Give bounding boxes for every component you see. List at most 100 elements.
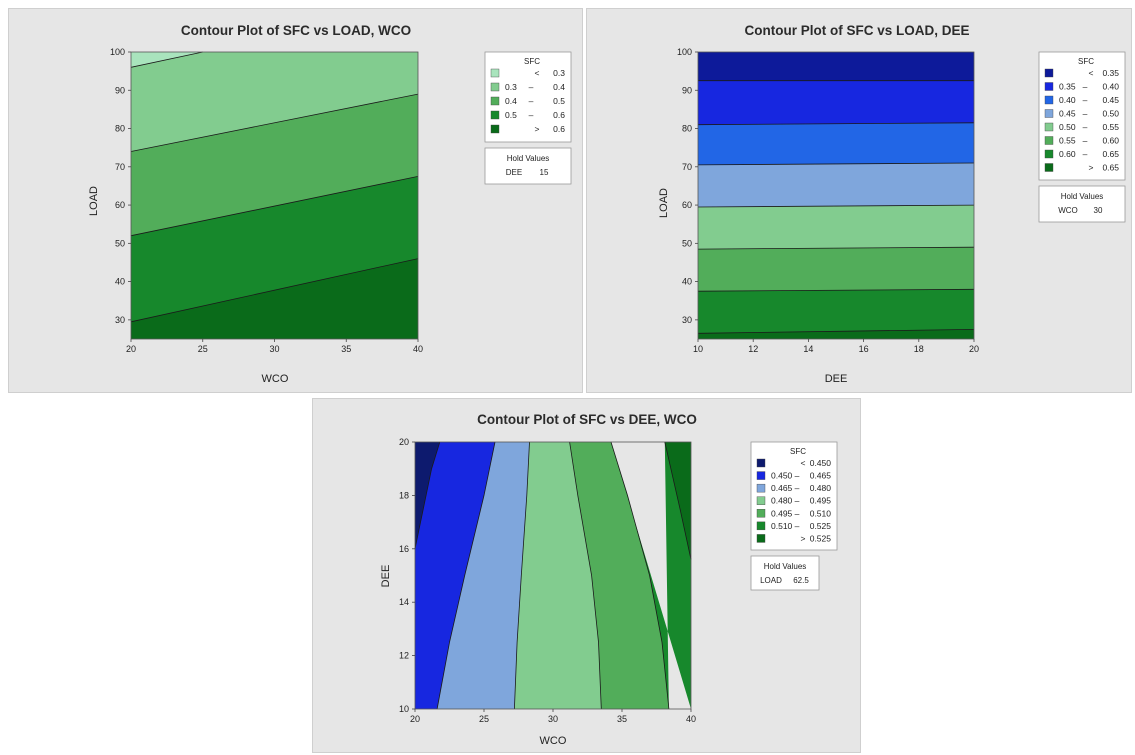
hold-variable-value: 15 (540, 168, 549, 177)
legend-operator: – (1083, 122, 1088, 132)
legend-low-value: 0.40 (1059, 95, 1076, 105)
y-tick-label: 12 (399, 651, 409, 661)
legend-swatch (490, 82, 500, 92)
y-axis-label: LOAD (658, 188, 670, 218)
contour-line (697, 122, 975, 126)
contour-line (130, 93, 419, 152)
contour-line (130, 258, 419, 323)
legend-high-value: 0.6 (553, 124, 565, 134)
legend-operator: – (795, 508, 800, 518)
contour-line (436, 441, 496, 710)
legend-swatch (1044, 136, 1054, 145)
y-tick-label: 80 (115, 124, 125, 134)
y-tick-label: 70 (682, 162, 692, 172)
x-tick-label: 20 (410, 714, 420, 724)
legend-swatch (1044, 122, 1054, 132)
legend-swatch (490, 96, 500, 106)
y-tick-label: 16 (399, 544, 409, 554)
y-tick-label: 10 (399, 704, 409, 714)
legend-low-value: 0.45 (1059, 109, 1076, 119)
contour-plot-sfc-load-dee: Contour Plot of SFC vs LOAD, DEE 10 12 14 1… (658, 23, 1126, 385)
legend-operator: – (795, 483, 800, 493)
legend-swatch (490, 110, 500, 120)
legend-high-value: 0.55 (1102, 122, 1119, 132)
contour-panel-sfc-load-dee: Contour Plot of SFC vs LOAD, DEE 10 12 14 1… (586, 8, 1132, 393)
legend-operator: – (1083, 136, 1088, 146)
legend-operator: > (535, 124, 540, 134)
legend-high-value: 0.465 (810, 471, 832, 481)
legend-swatch (756, 496, 766, 505)
legend-title: SFC (790, 447, 806, 456)
legend-low-value: 0.35 (1059, 82, 1076, 92)
legend-high-value: 0.60 (1102, 136, 1119, 146)
x-tick-label: 12 (748, 344, 758, 354)
legend-high-value: 0.3 (553, 68, 565, 78)
contour-line (130, 51, 203, 68)
legend-operator: – (529, 96, 534, 106)
hold-variable-value: 30 (1094, 206, 1103, 215)
chart-title: Contour Plot of SFC vs DEE, WCO (477, 412, 697, 427)
chart-title: Contour Plot of SFC vs LOAD, WCO (181, 23, 411, 38)
hold-values-box (1038, 185, 1126, 223)
legend-operator: – (1083, 149, 1088, 159)
legend-swatch (756, 483, 766, 493)
legend-high-value: 0.480 (810, 483, 832, 493)
legend-operator: < (1089, 68, 1094, 78)
legend-operator: – (529, 82, 534, 92)
y-tick-label: 90 (682, 85, 692, 95)
legend-swatch (490, 124, 500, 134)
hold-variable-name: DEE (506, 168, 522, 177)
legend-high-value: 0.525 (810, 521, 832, 531)
legend-low-value: 0.465 (771, 483, 793, 493)
y-tick-label: 50 (115, 238, 125, 248)
contour-region (569, 442, 669, 709)
contour-region (131, 176, 418, 322)
hold-values-box (750, 555, 820, 591)
x-tick-label: 18 (914, 344, 924, 354)
x-axis-label: DEE (825, 373, 848, 385)
legend-operator: – (795, 471, 800, 481)
legend-low-value: 0.5 (505, 110, 517, 120)
x-tick-label: 30 (269, 344, 279, 354)
contour-line (697, 288, 975, 292)
legend-swatch (756, 509, 766, 518)
y-tick-label: 30 (115, 315, 125, 325)
y-tick-label: 20 (399, 437, 409, 447)
legend-high-value: 0.40 (1102, 82, 1119, 92)
legend-swatch (1044, 95, 1054, 105)
legend-title: SFC (524, 57, 540, 66)
legend-swatch (756, 471, 766, 480)
contour-panel-sfc-dee-wco: Contour Plot of SFC vs DEE, WCO 20 25 30 35… (312, 398, 861, 753)
contour-panel-sfc-load-wco: Contour Plot of SFC vs LOAD, WCO 20 25 30 3… (8, 8, 583, 393)
x-tick-label: 20 (126, 344, 136, 354)
legend-box (750, 441, 838, 551)
hold-variable-name: LOAD (760, 576, 782, 585)
legend-operator: – (795, 496, 800, 506)
legend-operator: – (795, 521, 800, 531)
y-axis-label: LOAD (88, 186, 100, 216)
contour-region (698, 329, 974, 339)
contour-region (664, 442, 691, 560)
x-tick-label: 20 (969, 344, 979, 354)
contour-region (415, 442, 495, 709)
y-tick-label: 40 (682, 277, 692, 287)
contour-line (697, 329, 975, 334)
legend-swatch (1044, 109, 1054, 118)
contour-line (697, 246, 975, 250)
legend-title: SFC (1078, 57, 1094, 66)
hold-values-title: Hold Values (764, 562, 807, 571)
y-tick-label: 40 (115, 277, 125, 287)
legend-swatch (1044, 163, 1054, 172)
y-tick-label: 60 (115, 200, 125, 210)
x-tick-label: 35 (341, 344, 351, 354)
contour-line (130, 176, 419, 237)
y-tick-label: 14 (399, 597, 409, 607)
contour-line (664, 441, 692, 560)
contour-region (698, 289, 974, 334)
legend-high-value: 0.50 (1102, 109, 1119, 119)
legend-operator: > (801, 533, 806, 543)
x-axis-label: WCO (262, 373, 289, 385)
y-tick-label: 18 (399, 490, 409, 500)
legend-low-value: 0.4 (505, 96, 517, 106)
legend-swatch (1044, 68, 1054, 78)
